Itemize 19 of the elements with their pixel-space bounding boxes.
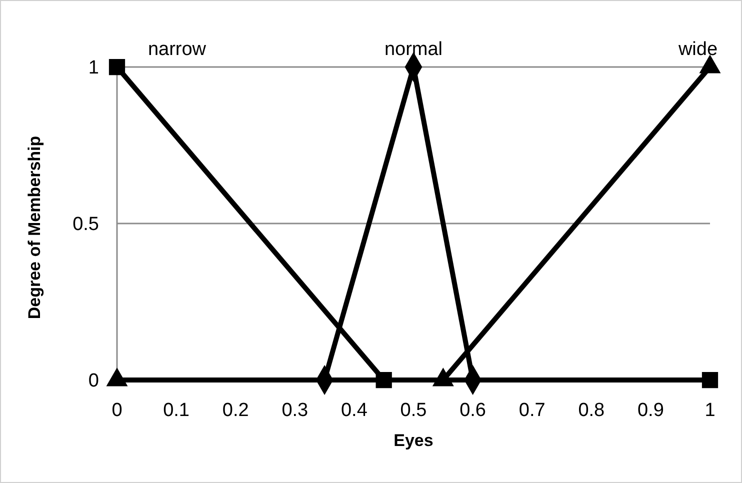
- x-tick-label: 0.7: [518, 400, 546, 421]
- x-tick-label: 0.3: [282, 400, 308, 421]
- y-tick-label: 1: [88, 58, 99, 79]
- x-axis-title: Eyes: [394, 431, 434, 450]
- x-tick-label: 0.8: [578, 400, 605, 421]
- series-label: wide: [677, 39, 718, 60]
- x-tick-label: 0.9: [637, 400, 664, 421]
- y-tick-label: 0.5: [72, 214, 99, 236]
- x-tick-label: 0.2: [222, 400, 249, 421]
- y-tick-label: 0: [88, 370, 99, 392]
- x-tick-label: 0.5: [400, 400, 427, 421]
- x-tick-label: 0: [112, 400, 122, 421]
- x-tick-label: 0.6: [460, 400, 486, 421]
- series-label: normal: [384, 39, 443, 60]
- x-tick-label: 1: [704, 400, 716, 421]
- y-axis-title: Degree of Membership: [25, 136, 44, 320]
- series-label: narrow: [148, 39, 206, 60]
- x-tick-label: 0.4: [340, 400, 368, 421]
- x-tick-label: 0.1: [163, 400, 190, 421]
